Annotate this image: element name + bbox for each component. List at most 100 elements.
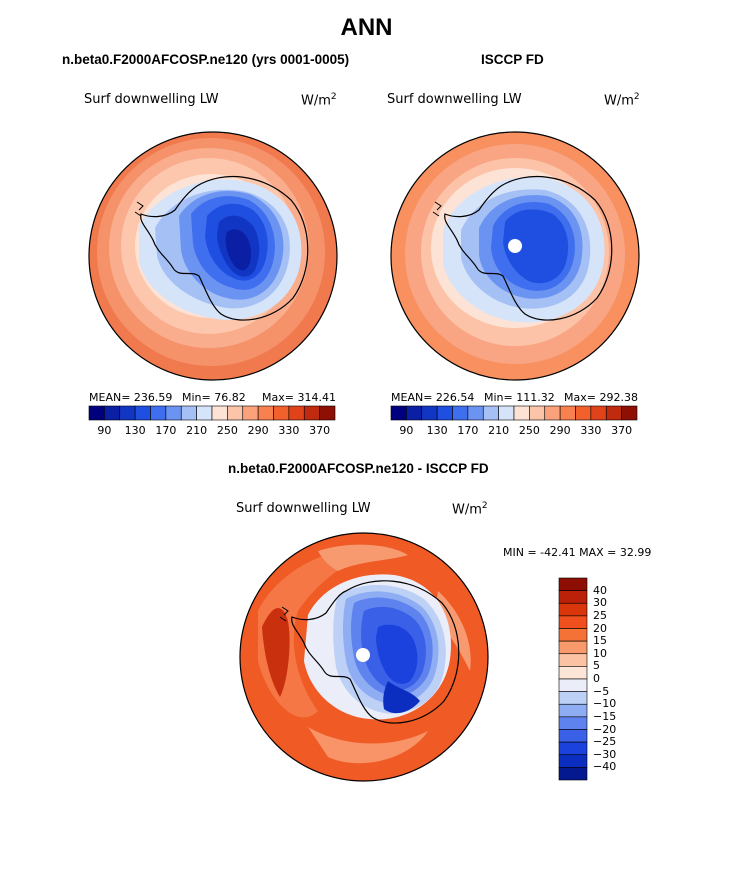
model-colorbar-swatch [319,405,336,421]
model-colorbar-swatch [165,405,182,421]
diff-colorbar-swatch [558,653,588,667]
obs-units-label: W/m2 [604,92,640,109]
diff-colorbar-tick: 20 [593,621,607,635]
model-colorbar-swatch [180,405,197,421]
model-min-stat: Min= 76.82 [182,391,246,404]
obs-colorbar-tick: 170 [457,424,479,437]
model-colorbar-swatch [196,405,213,421]
obs-colorbar-tick: 330 [580,424,602,437]
model-colorbar-swatch [242,405,259,421]
obs-colorbar-swatch [590,405,607,421]
obs-mean-stat: MEAN= 226.54 [391,391,475,404]
obs-colorbar-ticks: 90 130 170 210 250 290 330 370 [391,424,637,438]
diff-colorbar-swatch [558,615,588,629]
model-colorbar-swatch [88,405,105,421]
obs-colorbar-swatch [575,405,592,421]
diff-colorbar-tick: 30 [593,596,607,610]
diff-colorbar-tick: −5 [593,684,610,698]
model-colorbar-swatch [303,405,320,421]
model-variable-label: Surf downwelling LW [84,92,219,107]
diff-panel-title: n.beta0.F2000AFCOSP.ne120 - ISCCP FD [228,461,489,476]
diff-colorbar-swatch [558,666,588,680]
model-colorbar-tick: 250 [216,424,238,437]
diff-colorbar-swatch [558,691,588,705]
diff-colorbar-swatch [558,716,588,730]
model-colorbar-ticks: 90 130 170 210 250 290 330 370 [89,424,335,438]
model-units-label: W/m2 [301,92,337,109]
obs-colorbar-swatch [544,405,561,421]
diff-polar-map [239,532,489,782]
figure-title: ANN [340,14,393,41]
obs-polar-map [390,131,640,381]
obs-colorbar-swatch [621,405,638,421]
model-colorbar-swatch [288,405,305,421]
diff-colorbar-swatch [558,754,588,768]
diff-colorbar-swatch [558,729,588,743]
model-colorbar-tick: 290 [247,424,269,437]
diff-colorbar-tick: −10 [593,697,617,711]
model-colorbar-swatch [119,405,136,421]
obs-colorbar-tick: 210 [488,424,510,437]
model-polar-map [88,131,338,381]
diff-colorbar-swatch [558,703,588,718]
diff-colorbar-swatch [558,767,588,781]
diff-colorbar-swatch [558,590,588,604]
diff-colorbar [558,577,588,781]
obs-colorbar-tick: 90 [399,424,414,437]
diff-colorbar-swatch [558,628,588,642]
obs-colorbar-swatch [482,405,499,421]
obs-colorbar-swatch [452,405,469,421]
model-colorbar [88,405,336,421]
obs-colorbar-swatch [421,405,438,421]
diff-colorbar-tick: 5 [593,659,600,673]
diff-colorbar-tick: −30 [593,747,617,761]
model-colorbar-tick: 170 [155,424,177,437]
obs-min-stat: Min= 111.32 [484,391,555,404]
obs-max-stat: Max= 292.38 [564,391,638,404]
obs-colorbar-swatch [498,405,515,421]
diff-colorbar-tick: −25 [593,735,617,749]
model-colorbar-swatch [211,405,228,421]
obs-colorbar-swatch [513,405,530,421]
obs-colorbar-tick: 370 [611,424,633,437]
model-colorbar-swatch [257,405,274,421]
model-panel-title: n.beta0.F2000AFCOSP.ne120 (yrs 0001-0005… [62,52,350,67]
model-colorbar-tick: 90 [97,424,112,437]
diff-colorbar-swatch [558,577,588,591]
obs-colorbar-swatch [390,405,407,421]
diff-colorbar-tick: 15 [593,634,607,648]
obs-colorbar-tick: 250 [518,424,540,437]
obs-colorbar-swatch [467,405,484,421]
model-max-stat: Max= 314.41 [262,391,336,404]
obs-colorbar-swatch [605,405,622,421]
diff-colorbar-swatch [558,602,588,617]
obs-colorbar-tick: 290 [549,424,571,437]
obs-variable-label: Surf downwelling LW [387,92,522,107]
model-colorbar-tick: 210 [186,424,208,437]
diff-variable-label: Surf downwelling LW [236,501,371,516]
diff-colorbar-tick: −20 [593,722,617,736]
diff-colorbar-tick: 10 [593,646,607,660]
diff-colorbar-ticks: 40 30 25 20 15 10 5 0 −5 −10 −15 −20 −25… [593,578,633,780]
model-colorbar-swatch [273,405,290,421]
model-colorbar-tick: 370 [309,424,331,437]
obs-colorbar-swatch [529,405,546,421]
obs-panel-title: ISCCP FD [481,52,544,67]
diff-colorbar-tick: 25 [593,608,607,622]
diff-colorbar-swatch [558,640,588,655]
obs-colorbar [390,405,638,421]
model-colorbar-swatch [104,405,121,421]
obs-colorbar-swatch [436,405,453,421]
obs-colorbar-swatch [406,405,423,421]
diff-colorbar-swatch [558,678,588,692]
diff-colorbar-tick: −15 [593,709,617,723]
obs-colorbar-swatch [559,405,576,421]
model-colorbar-swatch [150,405,167,421]
diff-colorbar-swatch [558,741,588,756]
model-colorbar-swatch [227,405,244,421]
diff-units-label: W/m2 [452,501,488,518]
diff-minmax-stat: MIN = -42.41 MAX = 32.99 [503,546,652,559]
model-mean-stat: MEAN= 236.59 [89,391,173,404]
diff-colorbar-tick: 40 [593,583,607,597]
diff-colorbar-tick: −40 [593,760,617,774]
